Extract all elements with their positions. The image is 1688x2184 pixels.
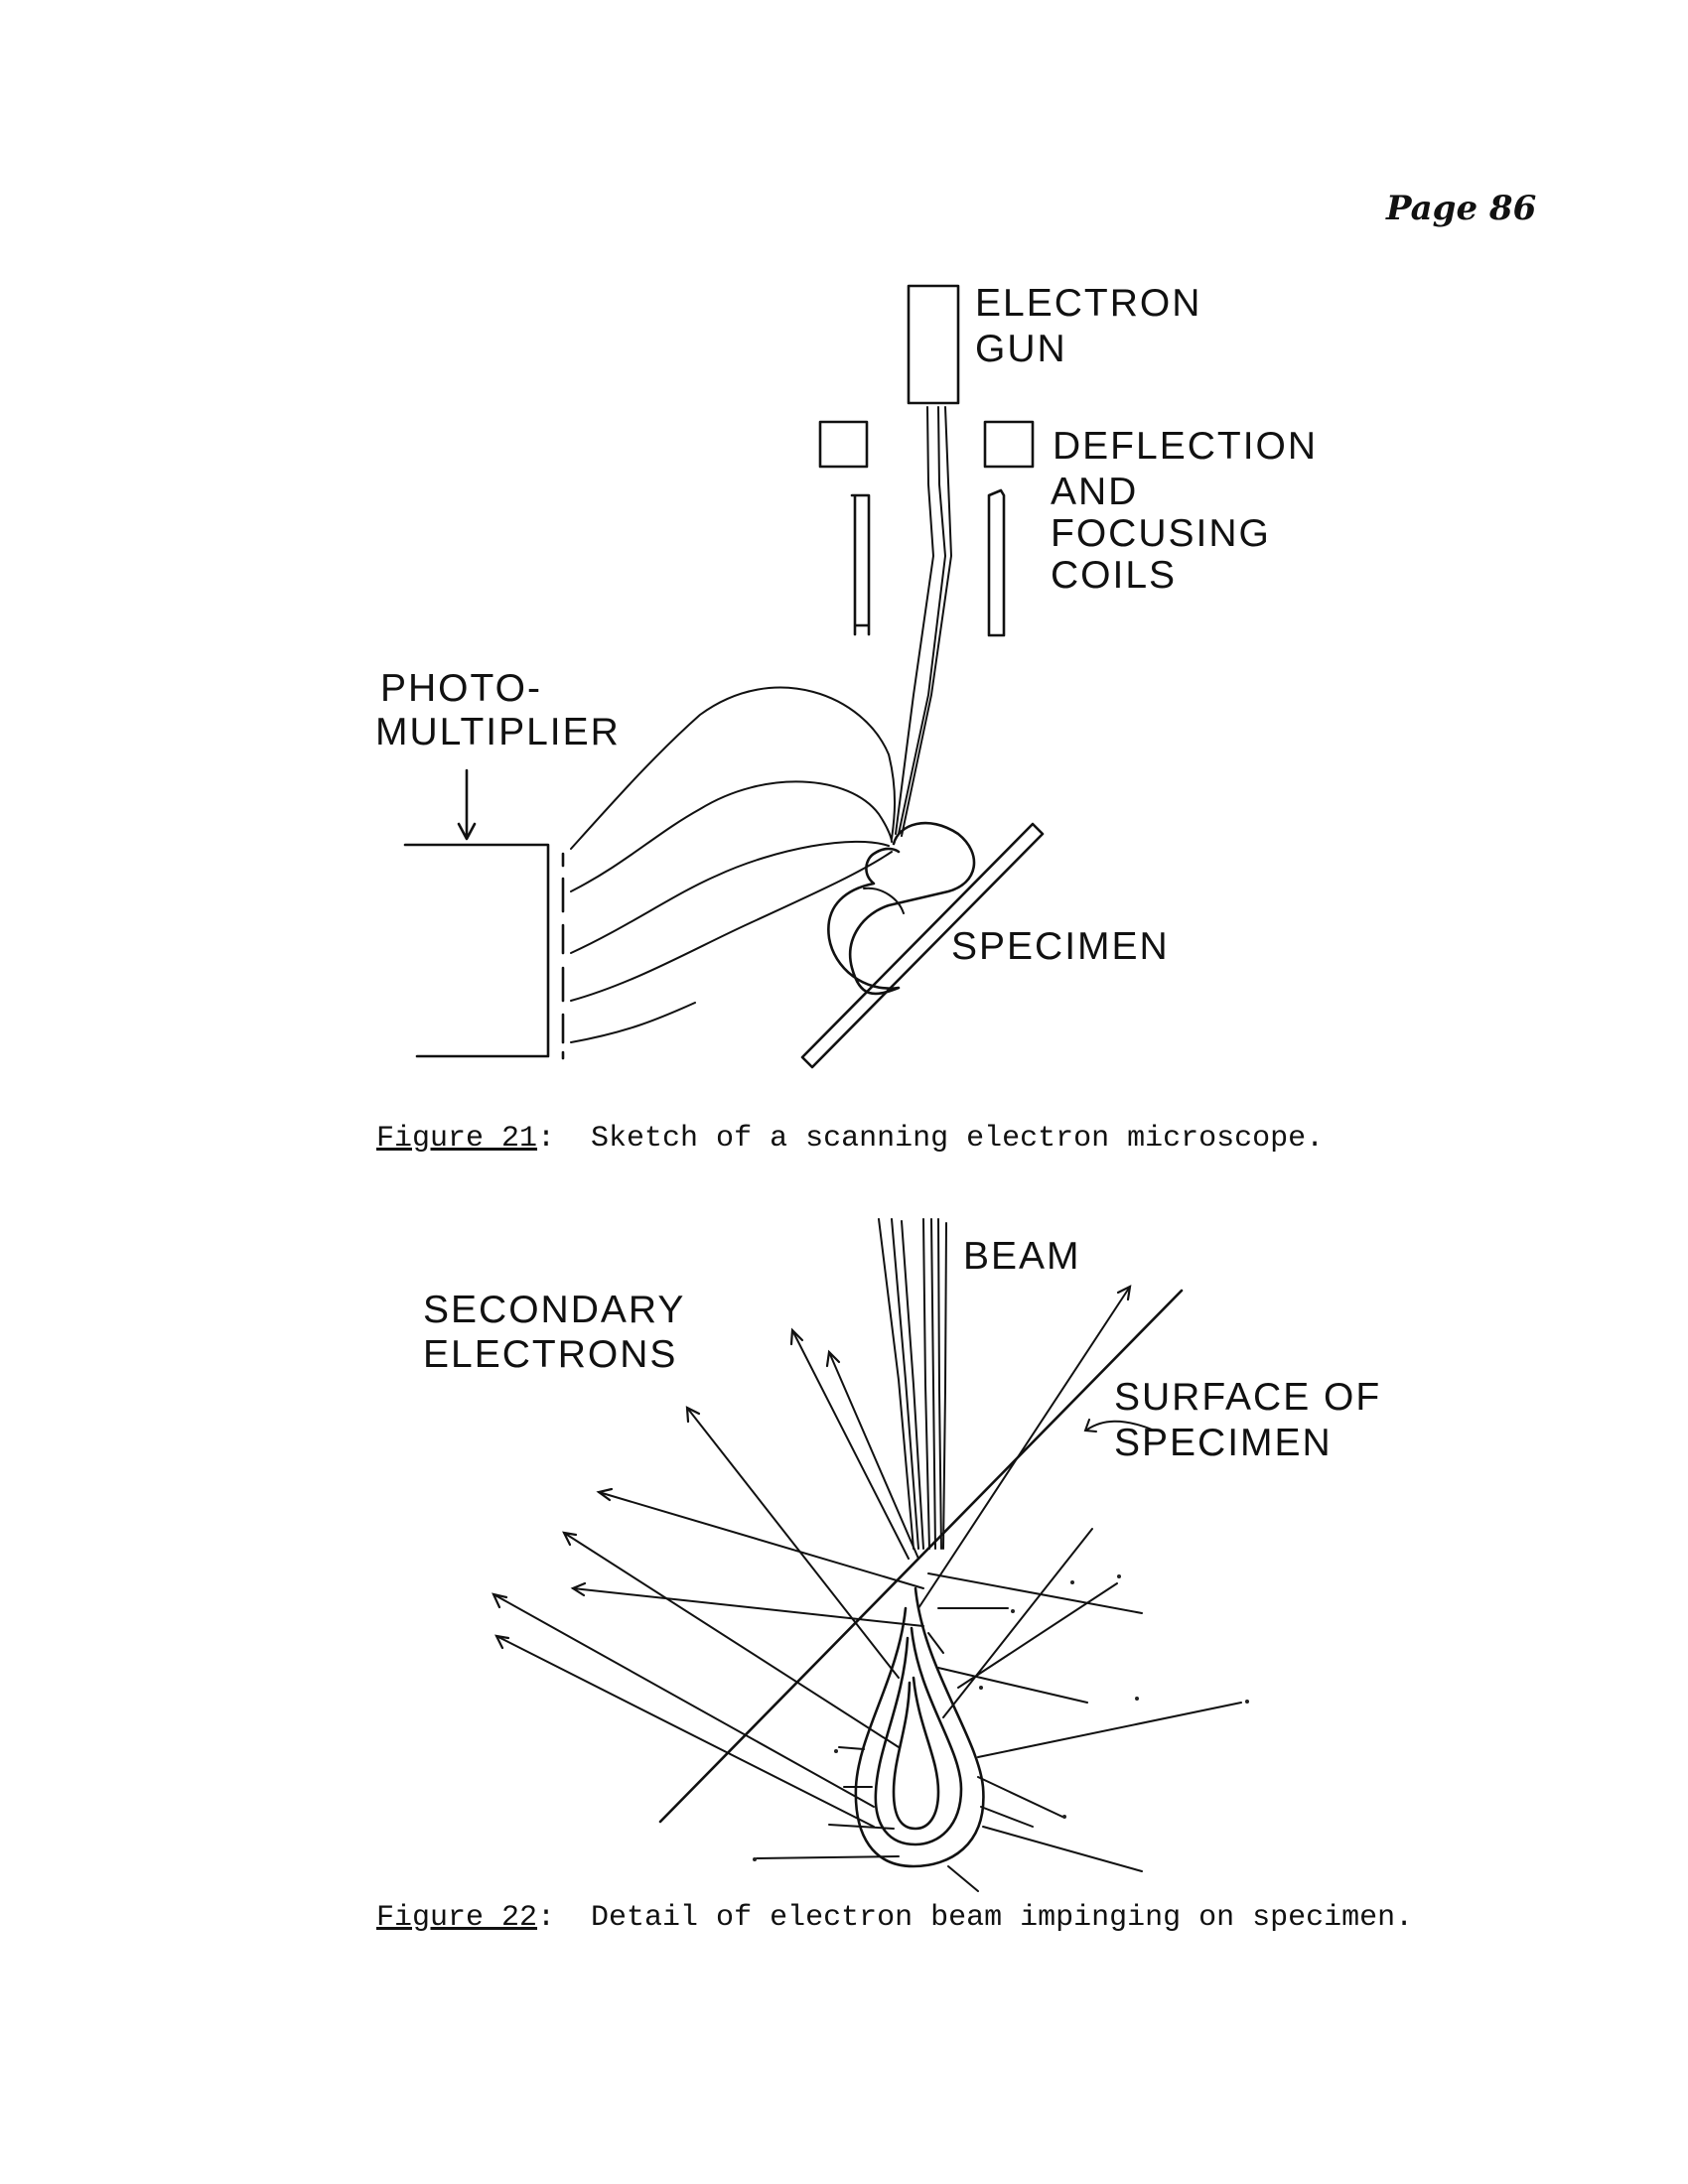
secondary-electron-path (917, 1286, 1131, 1609)
arrowhead (825, 1349, 841, 1368)
secondary-electron-path (495, 1635, 875, 1828)
surface-pointer-arrow (1083, 1419, 1153, 1433)
electron-trajectory (570, 840, 890, 954)
deflection-coil-left (818, 420, 869, 469)
figure-21-caption-text: : Sketch of a scanning electron microsco… (537, 1122, 1325, 1156)
arrowhead (494, 1634, 510, 1650)
label-photo: PHOTO- (380, 667, 542, 710)
deflection-coil-right (983, 420, 1035, 469)
label-multiplier: MULTIPLIER (375, 711, 621, 753)
electron-trajectory (570, 1002, 696, 1043)
interaction-volume-outer (854, 1586, 985, 1868)
absorbed-electron-path (756, 1528, 1242, 1892)
incident-beam (878, 1218, 947, 1550)
photomultiplier-arrow (457, 768, 477, 841)
label-coils: COILS (1051, 554, 1177, 597)
specimen-surface (658, 1289, 1184, 1824)
track-end (1245, 1700, 1249, 1704)
label-electron: ELECTRON (975, 282, 1201, 325)
page-number: Page 86 (1386, 189, 1537, 228)
label-electrons: ELECTRONS (423, 1333, 677, 1376)
arrowhead (492, 1592, 508, 1609)
arrowhead (562, 1531, 578, 1547)
figure-21-caption: Figure 21: Sketch of a scanning electron… (376, 1122, 1324, 1156)
label-focusing: FOCUSING (1051, 512, 1271, 555)
track-end (1070, 1580, 1074, 1584)
figure-22-caption-text: : Detail of electron beam impinging on s… (537, 1901, 1414, 1935)
interaction-volume-middle (874, 1626, 963, 1846)
interaction-volume (827, 821, 976, 996)
secondary-electron-path (828, 1351, 919, 1560)
specimen-slab (800, 822, 1045, 1069)
arrowhead (789, 1327, 804, 1346)
track-end (1062, 1815, 1066, 1819)
track-end (1117, 1574, 1121, 1578)
track-end (1011, 1609, 1015, 1613)
focusing-coil-left (850, 493, 871, 636)
figure-21-ref: Figure 21 (376, 1122, 538, 1156)
label-surface-of: SURFACE OF (1114, 1376, 1381, 1419)
electron-trajectory (570, 686, 896, 850)
label-beam: BEAM (963, 1235, 1081, 1278)
electron-trajectory (570, 851, 893, 1002)
arrowhead (570, 1581, 587, 1597)
interaction-volume-inner (892, 1676, 940, 1831)
photomultiplier (403, 843, 550, 1058)
label-specimen-surface: SPECIMEN (1114, 1422, 1333, 1464)
figure-21-sem-sketch: ELECTRON GUN DEFLECTION AND FOCUSING COI… (375, 282, 1318, 1069)
electron-trajectory (570, 780, 893, 892)
electron-beam (895, 406, 953, 837)
arrowhead (685, 1406, 701, 1424)
label-secondary: SECONDARY (423, 1289, 685, 1331)
track-end (979, 1686, 983, 1690)
interaction-volume-inner (863, 887, 905, 914)
track-end (834, 1749, 838, 1753)
secondary-electron-path (598, 1491, 924, 1589)
electron-gun (907, 284, 960, 405)
figure-22-caption: Figure 22: Detail of electron beam impin… (376, 1901, 1413, 1935)
focusing-coil-right (987, 488, 1006, 637)
secondary-electron-path (563, 1532, 900, 1748)
label-and: AND (1051, 471, 1138, 513)
arrowhead (1116, 1285, 1132, 1301)
label-gun: GUN (975, 328, 1067, 370)
arrowhead (596, 1487, 614, 1502)
secondary-electron-path (572, 1587, 924, 1627)
figure-22-ref: Figure 22 (376, 1901, 538, 1935)
secondary-electron-path (492, 1593, 875, 1808)
track-end (753, 1857, 757, 1861)
secondary-electron-path (686, 1407, 900, 1679)
label-deflection: DEFLECTION (1053, 425, 1318, 468)
track-end (1135, 1697, 1139, 1701)
label-specimen: SPECIMEN (951, 925, 1170, 968)
secondary-electron-path (791, 1329, 910, 1560)
